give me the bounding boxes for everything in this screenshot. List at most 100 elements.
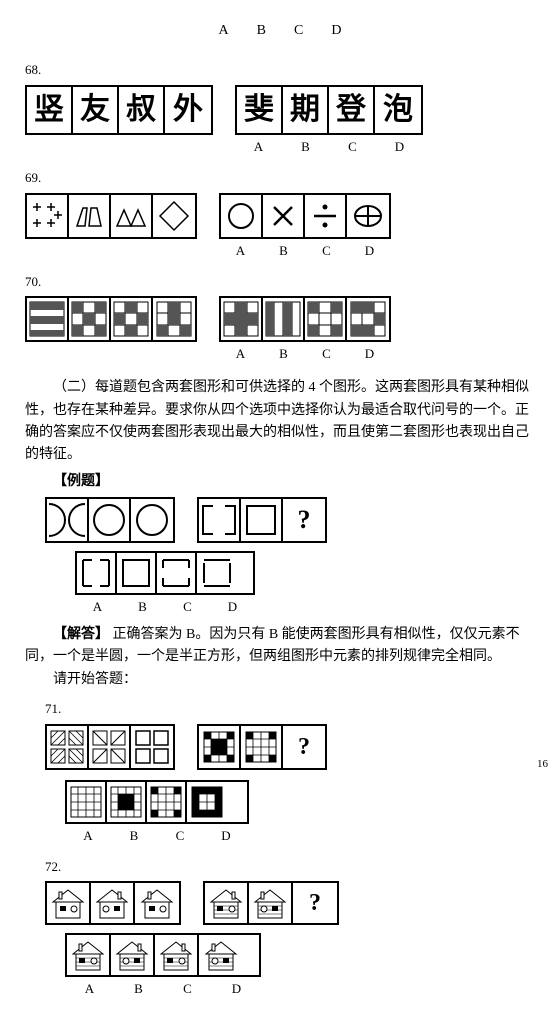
grid-icon — [112, 300, 150, 338]
options-group: A B C D — [219, 193, 391, 262]
square-icon — [118, 555, 154, 591]
option-labels: A B C D — [219, 344, 391, 365]
option-labels: A B C D — [65, 826, 249, 847]
char-cell: 叔 — [119, 87, 165, 133]
option-labels: A B C D — [235, 137, 423, 158]
shape-cell: ? — [283, 499, 325, 541]
label: B — [114, 979, 163, 1000]
options-group: 斐 期 登 泡 A B C D — [235, 85, 423, 158]
label-c: C — [294, 23, 331, 38]
section-intro: （二）每道题包含两套图形和可供选择的 4 个图形。这两套图形具有某种相似性，也存… — [25, 377, 535, 467]
example-options: A B C D — [75, 551, 255, 618]
circle-icon — [89, 500, 129, 540]
hatched-squares-icon — [48, 728, 86, 766]
halves-icon — [47, 500, 87, 540]
house-cell — [205, 883, 249, 923]
grid-cell — [111, 298, 153, 340]
house-icon — [47, 884, 89, 922]
question-number: 72. — [45, 857, 535, 878]
crosses-icon — [29, 198, 65, 234]
shape-cell — [67, 782, 107, 822]
label: A — [219, 241, 262, 262]
divide-icon — [307, 198, 343, 234]
label: C — [163, 979, 212, 1000]
shape-cell — [241, 726, 283, 768]
house-brick-icon — [200, 936, 242, 974]
shape-cell — [111, 195, 153, 237]
char-cell: 外 — [165, 87, 211, 133]
shape-cell — [69, 195, 111, 237]
question-70: 70. — [25, 272, 535, 366]
question-mark-cell: ? — [293, 883, 337, 923]
question-number: 69. — [25, 168, 535, 189]
question-number: 71. — [45, 699, 535, 720]
circle-cross-icon — [350, 198, 386, 234]
shape-cell — [305, 195, 347, 237]
option-labels: A B C D — [75, 597, 255, 618]
grid-icon — [68, 784, 104, 820]
label: C — [305, 344, 348, 365]
shape-cell — [89, 499, 131, 541]
char-cell: 斐 — [237, 87, 283, 133]
label: D — [348, 344, 391, 365]
grid-icon — [189, 784, 225, 820]
grid-icon — [28, 300, 66, 338]
question-number: 68. — [25, 60, 535, 81]
house-cell — [199, 935, 243, 975]
grid-icon — [222, 300, 260, 338]
label: B — [120, 597, 165, 618]
diamond-icon — [156, 198, 192, 234]
stem-group — [45, 881, 181, 925]
grid-cell — [263, 298, 305, 340]
filled-grid-icon — [200, 728, 238, 766]
label: A — [65, 979, 114, 1000]
squares-icon — [133, 728, 171, 766]
begin-prompt: 请开始答题： — [25, 669, 535, 691]
grid-cell — [347, 298, 389, 340]
prev-question-labels: ABCD — [25, 20, 535, 42]
shape-cell — [157, 553, 197, 593]
label: D — [212, 979, 261, 1000]
shape-cell: ? — [283, 726, 325, 768]
label-b: B — [257, 23, 294, 38]
shape-cell — [199, 726, 241, 768]
label: C — [305, 241, 348, 262]
stem-group — [45, 724, 175, 770]
label: C — [165, 597, 210, 618]
circle-icon — [132, 500, 172, 540]
shape-cell — [147, 782, 187, 822]
dashed-square-icon — [158, 555, 194, 591]
shape-cell — [117, 553, 157, 593]
example-heading: 【例题】 — [25, 471, 535, 493]
label: D — [210, 597, 255, 618]
label: D — [348, 241, 391, 262]
stem-group-2: ? — [197, 724, 327, 770]
shape-cell — [199, 499, 241, 541]
house-brick-icon — [111, 936, 153, 974]
option-labels: A B C D — [219, 241, 391, 262]
shape-cell — [153, 195, 195, 237]
house-brick-icon — [205, 884, 247, 922]
page-number: 16 — [537, 756, 548, 774]
house-cell — [91, 883, 135, 923]
option-labels: A B C D — [65, 979, 261, 1000]
shape-cell — [221, 195, 263, 237]
hatched-triangles-icon — [90, 728, 128, 766]
label: B — [282, 137, 329, 158]
char-cell: 友 — [73, 87, 119, 133]
label-a: A — [219, 23, 257, 38]
label: A — [75, 597, 120, 618]
shape-cell — [89, 726, 131, 768]
question-72: 72. — [45, 857, 535, 1001]
stem-group-2: ? — [203, 881, 339, 925]
house-cell — [111, 935, 155, 975]
circle-icon — [223, 198, 259, 234]
shape-cell — [131, 726, 173, 768]
shape-cell — [197, 553, 237, 593]
house-cell — [67, 935, 111, 975]
filled-grid-icon — [242, 728, 280, 766]
grid-icon — [155, 300, 193, 338]
shape-cell — [47, 726, 89, 768]
shape-cell — [347, 195, 389, 237]
question-number: 70. — [25, 272, 535, 293]
